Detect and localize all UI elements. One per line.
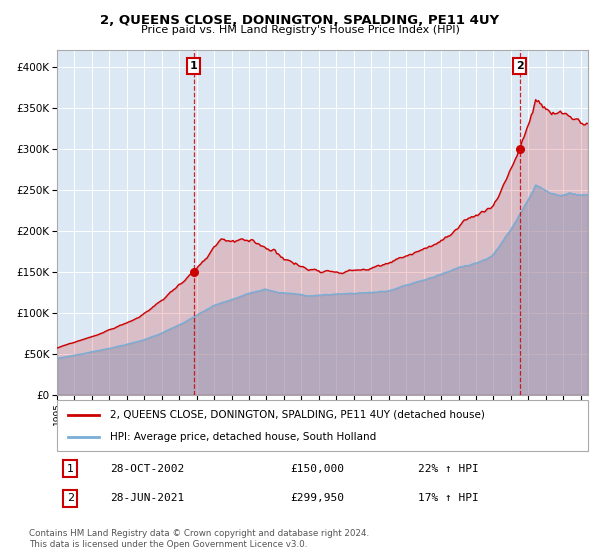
Text: 17% ↑ HPI: 17% ↑ HPI [418,493,479,503]
Text: Price paid vs. HM Land Registry's House Price Index (HPI): Price paid vs. HM Land Registry's House … [140,25,460,35]
Text: 2: 2 [67,493,74,503]
Text: HPI: Average price, detached house, South Holland: HPI: Average price, detached house, Sout… [110,432,376,442]
Text: 28-OCT-2002: 28-OCT-2002 [110,464,184,474]
Text: 22% ↑ HPI: 22% ↑ HPI [418,464,479,474]
Text: 1: 1 [67,464,74,474]
Text: 2: 2 [516,61,523,71]
Text: 1: 1 [190,61,197,71]
FancyBboxPatch shape [57,400,588,451]
Text: 28-JUN-2021: 28-JUN-2021 [110,493,184,503]
Text: 2, QUEENS CLOSE, DONINGTON, SPALDING, PE11 4UY: 2, QUEENS CLOSE, DONINGTON, SPALDING, PE… [100,14,500,27]
Text: £150,000: £150,000 [290,464,344,474]
Text: Contains HM Land Registry data © Crown copyright and database right 2024.
This d: Contains HM Land Registry data © Crown c… [29,529,369,549]
Text: £299,950: £299,950 [290,493,344,503]
Text: 2, QUEENS CLOSE, DONINGTON, SPALDING, PE11 4UY (detached house): 2, QUEENS CLOSE, DONINGTON, SPALDING, PE… [110,409,485,419]
